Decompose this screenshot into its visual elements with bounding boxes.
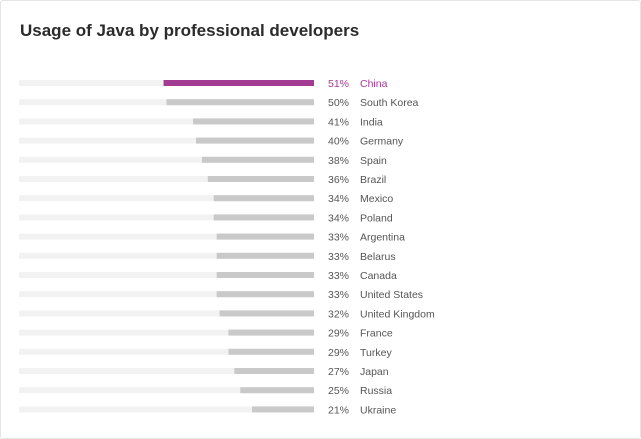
bar bbox=[201, 156, 314, 163]
category-label: Brazil bbox=[360, 174, 386, 186]
bar-track bbox=[19, 252, 314, 259]
value-label: 33% bbox=[328, 232, 349, 244]
bar-row: 41% India bbox=[19, 116, 383, 128]
bar-row: 21% Ukraine bbox=[19, 404, 396, 416]
bar-row: 34% Poland bbox=[19, 212, 393, 224]
bar-row: 33% Belarus bbox=[19, 251, 396, 263]
bar bbox=[193, 118, 314, 125]
value-label: 50% bbox=[328, 97, 349, 109]
bar bbox=[213, 214, 314, 221]
category-label: Mexico bbox=[360, 193, 393, 205]
value-label: 32% bbox=[328, 308, 349, 320]
value-label: 21% bbox=[328, 404, 349, 416]
category-label: Ukraine bbox=[360, 404, 396, 416]
bar-row: 33% Canada bbox=[19, 270, 397, 282]
value-label: 51% bbox=[328, 78, 349, 90]
value-label: 38% bbox=[328, 155, 349, 167]
chart-title: Usage of Java by professional developers bbox=[20, 21, 360, 40]
category-label: Germany bbox=[360, 136, 404, 148]
value-label: 29% bbox=[328, 347, 349, 359]
bar bbox=[234, 368, 314, 374]
bar bbox=[228, 329, 314, 336]
bar-row: 27% Japan bbox=[19, 366, 389, 378]
category-label: Japan bbox=[360, 366, 389, 378]
bar bbox=[196, 137, 314, 144]
bar bbox=[252, 406, 314, 413]
category-label: China bbox=[360, 78, 388, 90]
bar bbox=[213, 195, 314, 202]
bar-row: 50% South Korea bbox=[19, 97, 419, 109]
bar-track bbox=[19, 348, 314, 355]
bar-row: 29% France bbox=[19, 328, 393, 340]
bar-track bbox=[19, 406, 314, 413]
bar-row: 40% Germany bbox=[19, 136, 404, 148]
value-label: 36% bbox=[328, 174, 349, 186]
bar-track bbox=[19, 118, 314, 125]
bar-track bbox=[19, 291, 314, 298]
bar bbox=[216, 252, 314, 259]
bar-track bbox=[19, 329, 314, 336]
bar-track bbox=[19, 156, 314, 163]
value-label: 33% bbox=[328, 270, 349, 282]
category-label: Poland bbox=[360, 212, 393, 224]
category-label: Russia bbox=[360, 385, 392, 397]
bar-row: 33% Argentina bbox=[19, 232, 405, 244]
bar bbox=[216, 233, 314, 240]
bar-track bbox=[19, 233, 314, 240]
category-label: South Korea bbox=[360, 97, 419, 109]
bar-track bbox=[19, 214, 314, 221]
bar-row: 33% United States bbox=[19, 289, 423, 301]
value-label: 34% bbox=[328, 193, 349, 205]
bar bbox=[163, 80, 314, 86]
bar-row: 38% Spain bbox=[19, 155, 387, 167]
bar-track bbox=[19, 310, 314, 317]
bar-track bbox=[19, 176, 314, 182]
value-label: 34% bbox=[328, 212, 349, 224]
value-label: 33% bbox=[328, 251, 349, 263]
bar-track bbox=[19, 368, 314, 374]
category-label: Argentina bbox=[360, 232, 405, 244]
bar-track bbox=[19, 387, 314, 394]
bar bbox=[166, 99, 314, 106]
bar-row: 51% China bbox=[19, 78, 388, 90]
category-label: France bbox=[360, 328, 393, 340]
value-label: 27% bbox=[328, 366, 349, 378]
value-label: 41% bbox=[328, 116, 349, 128]
bar bbox=[216, 291, 314, 298]
bar bbox=[207, 176, 314, 182]
bar bbox=[228, 348, 314, 355]
bar-row: 32% United Kingdom bbox=[19, 308, 435, 320]
value-label: 29% bbox=[328, 328, 349, 340]
bar-track bbox=[19, 195, 314, 202]
bar-track bbox=[19, 272, 314, 278]
bar-row: 36% Brazil bbox=[19, 174, 386, 186]
value-label: 25% bbox=[328, 385, 349, 397]
category-label: Turkey bbox=[360, 347, 392, 359]
bar-row: 34% Mexico bbox=[19, 193, 393, 205]
category-label: India bbox=[360, 116, 383, 128]
value-label: 40% bbox=[328, 136, 349, 148]
bar bbox=[219, 310, 314, 317]
category-label: Canada bbox=[360, 270, 397, 282]
value-label: 33% bbox=[328, 289, 349, 301]
category-label: Spain bbox=[360, 155, 387, 167]
bar-row: 29% Turkey bbox=[19, 347, 392, 359]
bar bbox=[216, 272, 314, 278]
bar bbox=[240, 387, 314, 394]
category-label: United States bbox=[360, 289, 423, 301]
category-label: United Kingdom bbox=[360, 308, 435, 320]
bar-row: 25% Russia bbox=[19, 385, 392, 397]
category-label: Belarus bbox=[360, 251, 396, 263]
bar-track bbox=[19, 137, 314, 144]
